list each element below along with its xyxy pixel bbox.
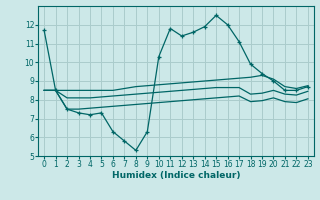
X-axis label: Humidex (Indice chaleur): Humidex (Indice chaleur) — [112, 171, 240, 180]
